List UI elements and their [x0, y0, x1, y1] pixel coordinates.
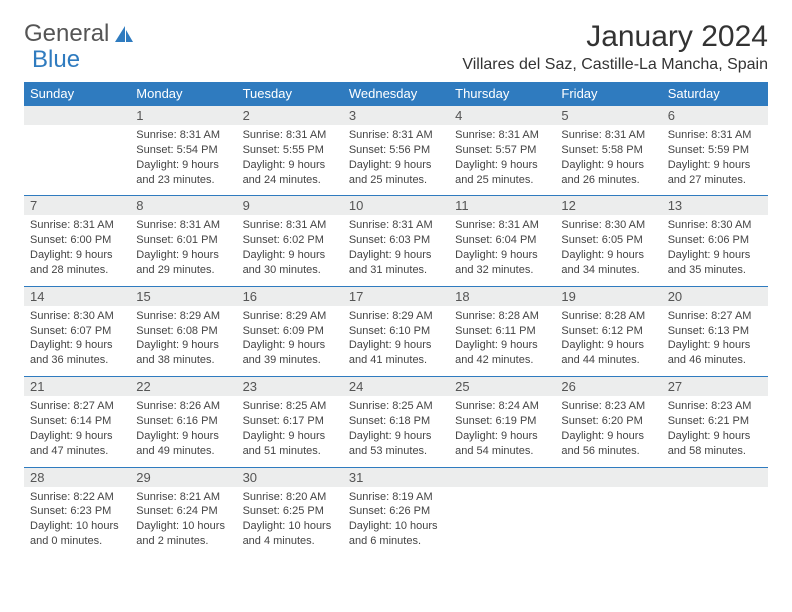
day-number-cell: 26 [555, 377, 661, 397]
day-number-row: 28293031 [24, 467, 768, 487]
month-title: January 2024 [462, 20, 768, 54]
location: Villares del Saz, Castille-La Mancha, Sp… [462, 56, 768, 74]
day-info-cell: Sunrise: 8:29 AMSunset: 6:10 PMDaylight:… [343, 306, 449, 377]
weekday-header: Saturday [662, 82, 768, 106]
day-number-cell: 20 [662, 286, 768, 306]
day-info-row: Sunrise: 8:31 AMSunset: 6:00 PMDaylight:… [24, 215, 768, 286]
day-info-cell: Sunrise: 8:31 AMSunset: 6:03 PMDaylight:… [343, 215, 449, 286]
day-info-cell: Sunrise: 8:25 AMSunset: 6:18 PMDaylight:… [343, 396, 449, 467]
day-number-cell: 31 [343, 467, 449, 487]
day-number-cell: 12 [555, 196, 661, 216]
day-number-cell: 11 [449, 196, 555, 216]
day-number-cell: 14 [24, 286, 130, 306]
day-number-cell: 13 [662, 196, 768, 216]
day-number-cell: 7 [24, 196, 130, 216]
day-info-cell: Sunrise: 8:31 AMSunset: 6:00 PMDaylight:… [24, 215, 130, 286]
day-info-cell: Sunrise: 8:30 AMSunset: 6:05 PMDaylight:… [555, 215, 661, 286]
weekday-header: Tuesday [237, 82, 343, 106]
day-number-cell: 18 [449, 286, 555, 306]
day-info-cell: Sunrise: 8:22 AMSunset: 6:23 PMDaylight:… [24, 487, 130, 557]
day-info-cell: Sunrise: 8:31 AMSunset: 6:04 PMDaylight:… [449, 215, 555, 286]
day-info-cell: Sunrise: 8:30 AMSunset: 6:06 PMDaylight:… [662, 215, 768, 286]
day-number-cell: 10 [343, 196, 449, 216]
day-info-cell: Sunrise: 8:21 AMSunset: 6:24 PMDaylight:… [130, 487, 236, 557]
day-info-cell: Sunrise: 8:31 AMSunset: 5:57 PMDaylight:… [449, 125, 555, 196]
header: General January 2024 Villares del Saz, C… [24, 20, 768, 74]
calendar-table: Sunday Monday Tuesday Wednesday Thursday… [24, 82, 768, 557]
day-number-cell [555, 467, 661, 487]
day-number-cell [662, 467, 768, 487]
day-info-cell [449, 487, 555, 557]
day-number-cell: 30 [237, 467, 343, 487]
day-number-cell: 5 [555, 106, 661, 126]
day-number-cell: 21 [24, 377, 130, 397]
title-block: January 2024 Villares del Saz, Castille-… [462, 20, 768, 74]
day-info-cell: Sunrise: 8:23 AMSunset: 6:21 PMDaylight:… [662, 396, 768, 467]
day-info-cell: Sunrise: 8:29 AMSunset: 6:09 PMDaylight:… [237, 306, 343, 377]
day-number-cell: 29 [130, 467, 236, 487]
day-number-cell: 25 [449, 377, 555, 397]
weekday-header: Monday [130, 82, 236, 106]
weekday-header: Sunday [24, 82, 130, 106]
day-info-cell: Sunrise: 8:28 AMSunset: 6:11 PMDaylight:… [449, 306, 555, 377]
brand-sub: Blue [32, 46, 80, 74]
day-info-cell: Sunrise: 8:31 AMSunset: 5:59 PMDaylight:… [662, 125, 768, 196]
day-number-cell: 19 [555, 286, 661, 306]
day-number-cell: 16 [237, 286, 343, 306]
day-info-cell: Sunrise: 8:31 AMSunset: 5:56 PMDaylight:… [343, 125, 449, 196]
day-info-row: Sunrise: 8:30 AMSunset: 6:07 PMDaylight:… [24, 306, 768, 377]
day-number-cell [449, 467, 555, 487]
day-info-cell: Sunrise: 8:27 AMSunset: 6:14 PMDaylight:… [24, 396, 130, 467]
day-number-cell: 24 [343, 377, 449, 397]
day-number-cell [24, 106, 130, 126]
day-info-cell: Sunrise: 8:29 AMSunset: 6:08 PMDaylight:… [130, 306, 236, 377]
day-info-cell: Sunrise: 8:31 AMSunset: 5:55 PMDaylight:… [237, 125, 343, 196]
day-info-cell: Sunrise: 8:30 AMSunset: 6:07 PMDaylight:… [24, 306, 130, 377]
day-info-cell: Sunrise: 8:31 AMSunset: 5:58 PMDaylight:… [555, 125, 661, 196]
day-number-cell: 28 [24, 467, 130, 487]
weekday-header: Wednesday [343, 82, 449, 106]
day-number-row: 123456 [24, 106, 768, 126]
day-number-cell: 8 [130, 196, 236, 216]
day-number-cell: 2 [237, 106, 343, 126]
day-info-cell: Sunrise: 8:28 AMSunset: 6:12 PMDaylight:… [555, 306, 661, 377]
brand-main: General [24, 20, 109, 48]
day-info-cell [555, 487, 661, 557]
day-number-row: 21222324252627 [24, 377, 768, 397]
day-number-cell: 9 [237, 196, 343, 216]
day-number-cell: 22 [130, 377, 236, 397]
sail-icon [113, 24, 135, 44]
day-info-cell [662, 487, 768, 557]
day-number-cell: 6 [662, 106, 768, 126]
day-info-row: Sunrise: 8:27 AMSunset: 6:14 PMDaylight:… [24, 396, 768, 467]
day-info-cell: Sunrise: 8:20 AMSunset: 6:25 PMDaylight:… [237, 487, 343, 557]
weekday-header: Thursday [449, 82, 555, 106]
day-info-cell [24, 125, 130, 196]
day-info-cell: Sunrise: 8:26 AMSunset: 6:16 PMDaylight:… [130, 396, 236, 467]
day-info-cell: Sunrise: 8:24 AMSunset: 6:19 PMDaylight:… [449, 396, 555, 467]
day-info-cell: Sunrise: 8:23 AMSunset: 6:20 PMDaylight:… [555, 396, 661, 467]
day-info-cell: Sunrise: 8:31 AMSunset: 5:54 PMDaylight:… [130, 125, 236, 196]
weekday-header: Friday [555, 82, 661, 106]
day-number-cell: 23 [237, 377, 343, 397]
day-info-cell: Sunrise: 8:31 AMSunset: 6:01 PMDaylight:… [130, 215, 236, 286]
day-info-row: Sunrise: 8:31 AMSunset: 5:54 PMDaylight:… [24, 125, 768, 196]
weekday-header-row: Sunday Monday Tuesday Wednesday Thursday… [24, 82, 768, 106]
day-number-row: 14151617181920 [24, 286, 768, 306]
day-number-cell: 27 [662, 377, 768, 397]
day-number-cell: 15 [130, 286, 236, 306]
day-number-cell: 1 [130, 106, 236, 126]
day-number-row: 78910111213 [24, 196, 768, 216]
day-info-row: Sunrise: 8:22 AMSunset: 6:23 PMDaylight:… [24, 487, 768, 557]
day-number-cell: 4 [449, 106, 555, 126]
day-number-cell: 3 [343, 106, 449, 126]
brand-logo: General [24, 20, 135, 48]
day-info-cell: Sunrise: 8:27 AMSunset: 6:13 PMDaylight:… [662, 306, 768, 377]
day-number-cell: 17 [343, 286, 449, 306]
day-info-cell: Sunrise: 8:31 AMSunset: 6:02 PMDaylight:… [237, 215, 343, 286]
day-info-cell: Sunrise: 8:25 AMSunset: 6:17 PMDaylight:… [237, 396, 343, 467]
day-info-cell: Sunrise: 8:19 AMSunset: 6:26 PMDaylight:… [343, 487, 449, 557]
